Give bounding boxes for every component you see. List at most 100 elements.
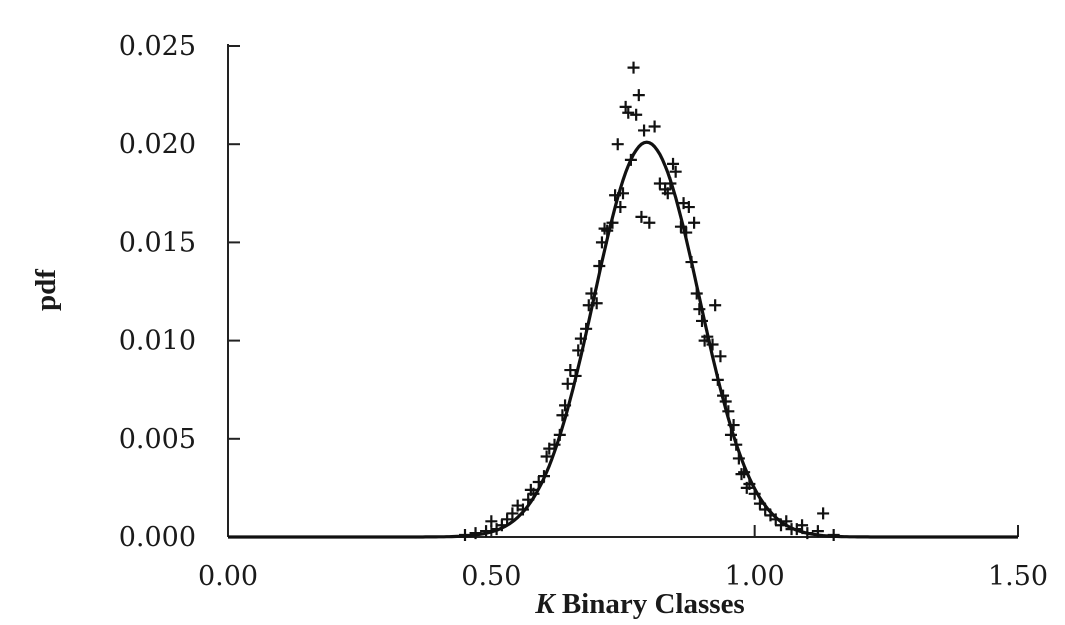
- data-point: [532, 476, 545, 489]
- data-point: [564, 364, 577, 377]
- data-point: [648, 120, 661, 133]
- data-point: [817, 507, 830, 520]
- data-point: [606, 216, 619, 229]
- data-point: [693, 303, 706, 316]
- data-point: [753, 497, 766, 510]
- data-point: [738, 466, 751, 479]
- data-point: [701, 330, 714, 343]
- data-point: [582, 299, 595, 312]
- y-tick-label: 0.010: [119, 326, 196, 357]
- data-point: [674, 220, 687, 233]
- data-point: [643, 216, 656, 229]
- data-point: [780, 515, 793, 528]
- data-points-group: [459, 61, 840, 542]
- data-point: [827, 529, 840, 542]
- data-point: [569, 369, 582, 382]
- fit-curve-group: [228, 140, 1018, 539]
- y-tick-label: 0.025: [119, 31, 196, 62]
- data-point: [506, 507, 519, 520]
- data-point: [601, 224, 614, 237]
- data-point: [561, 377, 574, 390]
- data-point: [590, 297, 603, 310]
- data-point: [469, 527, 482, 540]
- data-point: [680, 226, 693, 239]
- chart-axes: 0.000 0.005 0.010 0.015 0.020 0.025 0.00 0.50 1.…: [119, 31, 1048, 592]
- data-point: [553, 428, 566, 441]
- data-point: [667, 157, 680, 170]
- data-point: [538, 470, 550, 483]
- data-point: [724, 428, 737, 441]
- data-point: [685, 256, 698, 269]
- x-tick-label: 1.50: [988, 561, 1048, 592]
- data-point: [527, 487, 540, 500]
- data-point: [682, 201, 695, 214]
- data-point: [614, 201, 627, 214]
- data-point: [572, 344, 585, 357]
- data-point: [811, 525, 824, 538]
- data-point: [759, 503, 772, 516]
- data-point: [501, 513, 514, 526]
- data-point: [585, 287, 598, 300]
- data-point: [653, 177, 666, 190]
- data-point: [627, 61, 640, 74]
- data-point: [732, 452, 745, 465]
- data-point: [598, 222, 611, 235]
- data-point: [706, 338, 719, 351]
- data-point: [609, 189, 622, 202]
- data-point: [522, 493, 535, 506]
- data-point: [540, 450, 553, 463]
- data-point: [801, 527, 814, 540]
- data-point: [595, 236, 608, 249]
- data-point: [638, 124, 651, 137]
- data-point: [580, 322, 593, 335]
- x-tick-label: 0.00: [198, 561, 258, 592]
- y-tick-label: 0.005: [119, 424, 196, 455]
- data-point: [730, 438, 743, 451]
- data-point: [743, 477, 756, 490]
- data-point: [727, 419, 740, 432]
- data-point: [548, 438, 561, 451]
- data-point: [690, 287, 703, 300]
- data-point: [559, 399, 572, 412]
- data-point: [485, 515, 498, 528]
- data-point: [635, 210, 648, 223]
- x-axis-label-variable: K: [534, 588, 556, 620]
- x-tick-label: 0.50: [461, 561, 521, 592]
- data-point: [769, 513, 782, 526]
- data-point: [714, 350, 727, 363]
- y-tick-label: 0.000: [119, 522, 196, 553]
- data-point: [664, 177, 677, 190]
- x-tick-label: 1.00: [725, 561, 785, 592]
- data-point: [556, 409, 569, 422]
- data-point: [735, 468, 748, 481]
- data-point: [593, 259, 606, 272]
- data-point: [696, 314, 708, 327]
- data-point: [617, 187, 629, 200]
- y-tick-label: 0.015: [119, 227, 196, 258]
- data-point: [688, 216, 701, 229]
- y-axis-label: pdf: [30, 269, 62, 311]
- data-point: [661, 187, 674, 200]
- data-point: [480, 525, 493, 538]
- data-point: [495, 519, 508, 532]
- data-point: [622, 106, 635, 119]
- data-point: [748, 487, 761, 500]
- data-point: [624, 153, 637, 166]
- fit-curve: [228, 140, 1018, 539]
- data-point: [611, 138, 624, 151]
- data-point: [722, 405, 735, 418]
- data-point: [516, 503, 529, 516]
- x-axis-label: K Binary Classes: [534, 588, 744, 620]
- data-point: [632, 89, 645, 102]
- data-point: [711, 373, 724, 386]
- data-point: [630, 108, 643, 121]
- data-point: [459, 529, 471, 542]
- data-point: [796, 519, 809, 532]
- data-point: [709, 299, 722, 312]
- data-point: [619, 100, 632, 113]
- data-point: [574, 332, 587, 345]
- data-point: [669, 165, 682, 178]
- y-tick-label: 0.020: [119, 129, 196, 160]
- data-point: [717, 389, 730, 402]
